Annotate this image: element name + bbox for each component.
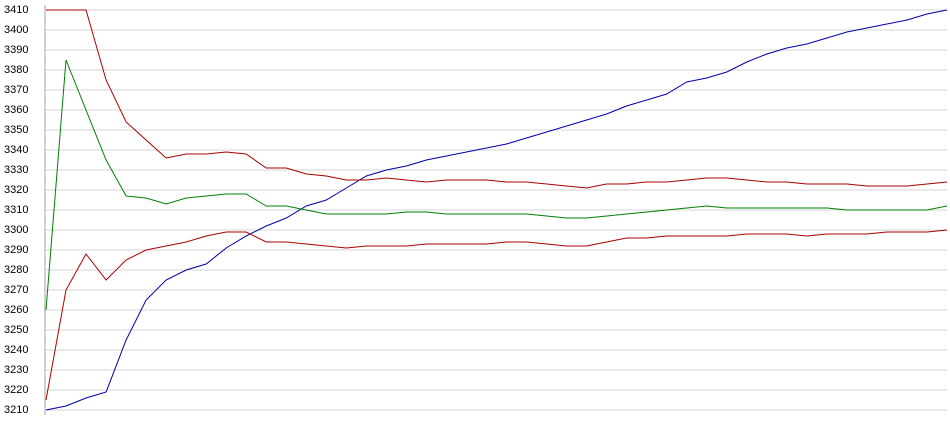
y-tick-label: 3320 [4, 184, 28, 196]
y-tick-label: 3360 [4, 104, 28, 116]
y-tick-label: 3380 [4, 64, 28, 76]
series-line [45, 59, 948, 311]
y-tick-label: 3390 [4, 44, 28, 56]
y-tick-label: 3240 [4, 344, 28, 356]
y-tick-label: 3270 [4, 284, 28, 296]
y-tick-label: 3370 [4, 84, 28, 96]
y-tick-label: 3290 [4, 244, 28, 256]
series-line [45, 9, 948, 411]
y-tick-label: 3340 [4, 144, 28, 156]
y-tick-label: 3350 [4, 124, 28, 136]
y-tick-label: 3400 [4, 24, 28, 36]
y-tick-label: 3220 [4, 384, 28, 396]
y-tick-label: 3330 [4, 164, 28, 176]
y-tick-label: 3310 [4, 204, 28, 216]
series-line [45, 229, 948, 401]
y-tick-label: 3280 [4, 264, 28, 276]
y-tick-label: 3250 [4, 324, 28, 336]
series-line [46, 9, 948, 189]
y-tick-label: 3260 [4, 304, 28, 316]
y-tick-label: 3210 [4, 404, 28, 416]
y-tick-label: 3410 [4, 4, 28, 16]
y-tick-label: 3300 [4, 224, 28, 236]
y-tick-label: 3230 [4, 364, 28, 376]
